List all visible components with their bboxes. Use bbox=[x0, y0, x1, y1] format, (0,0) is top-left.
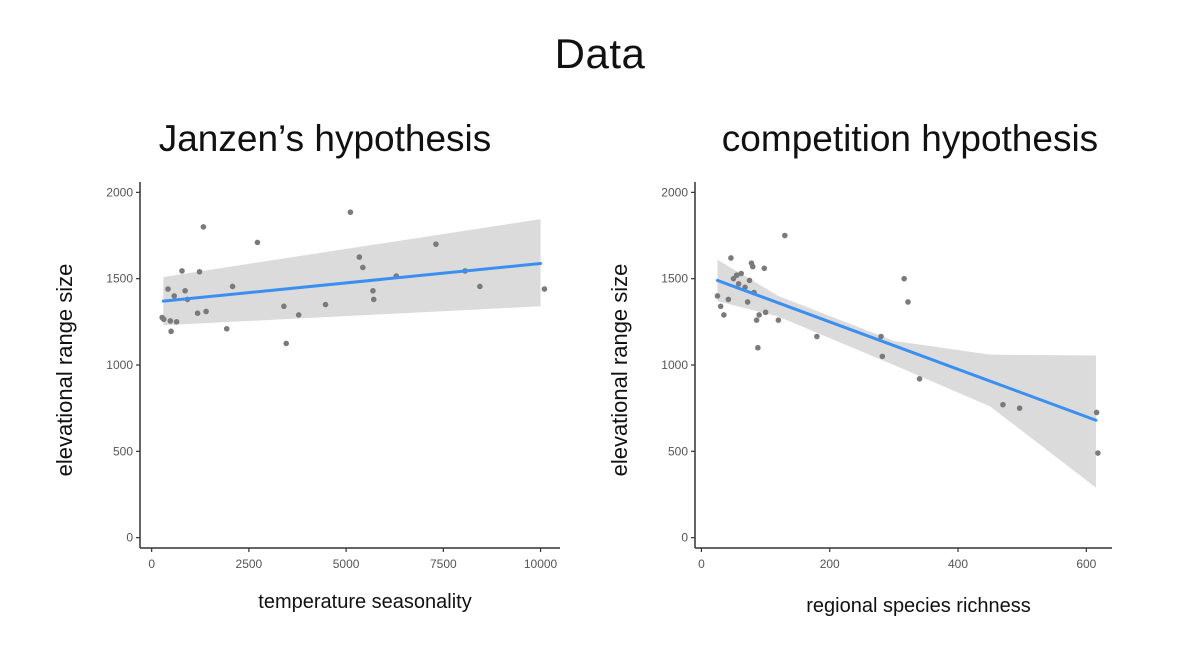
data-point bbox=[295, 312, 302, 318]
data-point bbox=[753, 317, 760, 323]
data-point bbox=[360, 264, 366, 271]
data-point bbox=[916, 376, 923, 382]
data-point bbox=[200, 224, 207, 230]
data-point bbox=[755, 344, 761, 351]
data-point bbox=[733, 272, 740, 279]
x-tick-label: 2500 bbox=[236, 557, 263, 571]
chart-title-competition: competition hypothesis bbox=[721, 118, 1099, 159]
x-tick-label: 5000 bbox=[333, 557, 360, 571]
x-tick-label: 10000 bbox=[524, 557, 558, 571]
y-axis-label: elevational range size bbox=[607, 264, 632, 477]
data-point bbox=[878, 333, 884, 340]
data-point bbox=[196, 268, 203, 275]
data-point bbox=[194, 310, 201, 317]
data-point bbox=[879, 353, 886, 360]
data-point bbox=[167, 318, 174, 324]
data-point bbox=[775, 317, 782, 323]
y-tick-label: 1000 bbox=[106, 358, 133, 372]
data-point bbox=[762, 309, 769, 316]
x-tick-label: 0 bbox=[148, 557, 155, 571]
data-point bbox=[814, 333, 820, 340]
data-point bbox=[182, 287, 188, 294]
x-tick-label: 0 bbox=[698, 557, 705, 571]
data-point bbox=[283, 340, 290, 347]
page-title: Data bbox=[554, 30, 646, 77]
data-point bbox=[1000, 401, 1006, 408]
data-point bbox=[347, 209, 354, 216]
data-point bbox=[160, 316, 167, 323]
data-point bbox=[203, 308, 209, 315]
data-point bbox=[370, 287, 376, 294]
data-point bbox=[433, 241, 439, 247]
y-tick-label: 2000 bbox=[661, 185, 688, 199]
data-point bbox=[281, 303, 287, 310]
data-point bbox=[173, 319, 180, 325]
x-axis-label: temperature seasonality bbox=[258, 591, 471, 613]
data-point bbox=[714, 293, 721, 299]
data-point bbox=[905, 299, 911, 305]
data-point bbox=[1016, 405, 1023, 411]
data-point bbox=[322, 301, 329, 308]
y-tick-label: 1000 bbox=[661, 358, 688, 372]
confidence-band bbox=[163, 219, 541, 326]
y-tick-label: 2000 bbox=[106, 185, 133, 199]
data-point bbox=[738, 270, 744, 277]
data-point bbox=[756, 312, 762, 318]
y-tick-label: 500 bbox=[113, 444, 133, 458]
data-point bbox=[254, 239, 261, 246]
data-point bbox=[749, 263, 756, 270]
x-tick-label: 600 bbox=[1076, 557, 1096, 571]
data-point bbox=[728, 255, 734, 261]
data-point bbox=[171, 293, 178, 299]
data-point bbox=[370, 296, 377, 303]
data-point bbox=[721, 312, 727, 318]
y-tick-label: 1500 bbox=[661, 272, 688, 286]
regression-line bbox=[161, 261, 543, 303]
y-tick-label: 1500 bbox=[106, 272, 133, 286]
data-point bbox=[761, 265, 768, 272]
x-tick-label: 7500 bbox=[430, 557, 457, 571]
data-point bbox=[541, 286, 548, 292]
y-tick-label: 0 bbox=[126, 531, 133, 545]
data-point bbox=[1095, 450, 1101, 456]
data-point bbox=[165, 286, 171, 292]
data-point bbox=[168, 328, 174, 335]
data-point bbox=[179, 268, 185, 274]
y-axis-label: elevational range size bbox=[52, 264, 77, 477]
data-point bbox=[1093, 409, 1100, 416]
confidence-band bbox=[717, 259, 1096, 488]
data-point bbox=[901, 275, 907, 282]
data-point bbox=[744, 299, 751, 305]
data-point bbox=[223, 325, 230, 332]
data-point bbox=[477, 283, 483, 290]
data-point bbox=[782, 232, 788, 239]
data-point bbox=[746, 277, 753, 284]
data-point bbox=[725, 296, 732, 303]
x-axis-label: regional species richness bbox=[806, 595, 1031, 617]
regression-line bbox=[715, 278, 1098, 422]
data-point bbox=[717, 303, 724, 310]
y-tick-label: 500 bbox=[668, 444, 688, 458]
data-point bbox=[356, 254, 363, 260]
x-tick-label: 200 bbox=[820, 557, 840, 571]
chart-title-janzen: Janzen’s hypothesis bbox=[158, 118, 492, 159]
x-tick-label: 400 bbox=[948, 557, 968, 571]
data-point bbox=[229, 283, 236, 290]
y-tick-label: 0 bbox=[681, 531, 688, 545]
data-point bbox=[735, 281, 742, 287]
